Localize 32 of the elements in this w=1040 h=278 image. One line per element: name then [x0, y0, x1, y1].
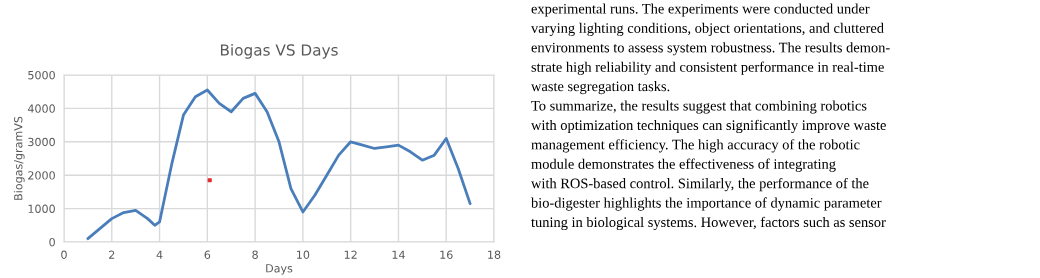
text: waste segregation tasks.: [531, 81, 670, 95]
y-tick-label: 1000: [28, 204, 55, 213]
text: with ROS-based control. Similarly, the performance of the: [531, 177, 869, 192]
text: with optimization techniques can significantly improve waste: [531, 119, 886, 134]
x-tick-label: 12: [344, 250, 357, 259]
y-tick-label: 3000: [28, 137, 55, 147]
x-tick-label: 10: [297, 250, 310, 259]
x-tick-label: 6: [204, 250, 211, 259]
y-tick-label: 5000: [28, 70, 55, 80]
text: strate high reliability and consistent performance in real-time: [531, 61, 884, 75]
x-tick-label: 14: [392, 250, 405, 259]
x-tick-label: 4: [156, 250, 163, 259]
line-series: [86, 88, 472, 241]
text: management efficiency. The high accuracy of the robotic: [531, 139, 860, 153]
x-tick-label: 18: [488, 250, 501, 259]
x-tick-label: 0: [61, 250, 67, 259]
y-tick-label: 4000: [27, 104, 55, 113]
y-tick-label: 2000: [28, 171, 55, 180]
x-tick-label: 8: [252, 250, 258, 259]
text: experimental runs. The experiments were conducted under: [531, 3, 870, 17]
x-tick-label: 16: [440, 250, 453, 259]
text: environments to assess system robustness. The results demon-: [531, 42, 890, 56]
text: To summarize, the results suggest that combining robotics: [531, 100, 867, 114]
text: tuning in biological systems. However, factors such as sensor: [531, 216, 886, 231]
y-tick-label: 0: [49, 237, 55, 247]
x-axis-title: Days: [266, 264, 293, 275]
chart-title: Biogas VS Days: [220, 43, 338, 59]
text: varying lighting conditions, object orientations, and cluttered: [531, 22, 884, 36]
text: bio-digester highlights the importance of dynamic parameter: [531, 197, 882, 211]
x-tick-label: 2: [109, 250, 115, 259]
text: module demonstrates the effectiveness of integrating: [531, 158, 836, 172]
y-axis-title: Biogas/gramVS: [13, 116, 25, 200]
